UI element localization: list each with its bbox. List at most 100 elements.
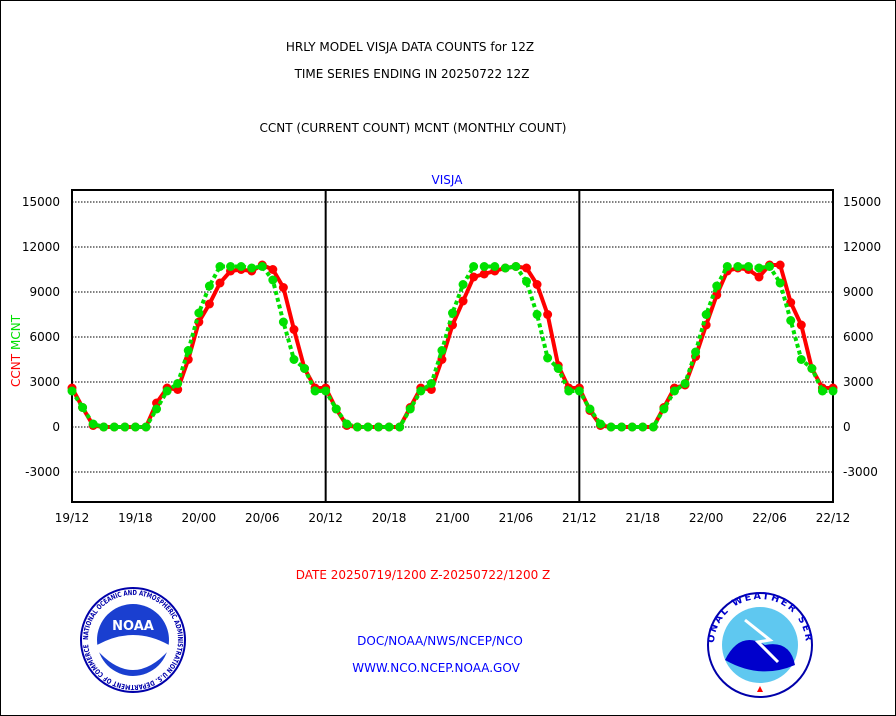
data-point-mcnt <box>543 353 553 363</box>
data-point-mcnt <box>648 422 658 432</box>
ytick-label-right: 9000 <box>843 285 874 299</box>
data-point-mcnt <box>99 422 109 432</box>
data-point-mcnt <box>553 364 563 373</box>
xtick-label: 21/00 <box>435 511 470 525</box>
plot-area: -3000 -3000 0 0 3000 3000 6000 6000 9000 9000 1200… <box>22 189 881 525</box>
data-point-mcnt <box>183 346 193 355</box>
ytick-label-right: 3000 <box>843 375 874 389</box>
data-point-mcnt <box>490 262 500 271</box>
xtick-label: 22/00 <box>689 511 724 525</box>
data-point-mcnt <box>141 422 151 432</box>
data-point-mcnt <box>775 278 785 288</box>
org-line: DOC/NOAA/NWS/NCEP/NCO <box>357 634 523 648</box>
xtick-label: 20/00 <box>182 511 217 525</box>
data-point-mcnt <box>722 262 732 271</box>
data-point-ccnt <box>532 280 542 289</box>
date-range: DATE 20250719/1200 Z-20250722/1200 Z <box>296 568 551 582</box>
data-point-mcnt <box>173 379 183 388</box>
data-point-mcnt <box>669 386 679 396</box>
data-point-mcnt <box>162 386 172 396</box>
data-point-mcnt <box>363 422 373 432</box>
data-point-mcnt <box>109 422 119 432</box>
noaa-logo-text: NOAA <box>112 619 154 634</box>
xtick-label: 19/12 <box>55 511 90 525</box>
subtitle: CCNT (CURRENT COUNT) MCNT (MONTHLY COUNT… <box>259 121 566 135</box>
data-point-mcnt <box>828 386 838 396</box>
xtick-label: 21/18 <box>625 511 660 525</box>
ytick-label-right: -3000 <box>843 465 878 479</box>
data-point-mcnt <box>236 262 246 271</box>
ytick-label-left: 12000 <box>22 240 60 254</box>
data-point-mcnt <box>511 262 521 271</box>
title-line2: TIME SERIES ENDING IN 20250722 12Z <box>294 67 530 81</box>
data-point-ccnt <box>543 310 553 319</box>
ytick-label-left: 6000 <box>29 330 60 344</box>
data-point-mcnt <box>765 262 775 271</box>
data-point-mcnt <box>257 262 267 271</box>
data-point-ccnt <box>204 299 214 309</box>
xtick-label: 20/12 <box>308 511 343 525</box>
data-point-ccnt <box>786 298 796 307</box>
xtick-label: 22/12 <box>816 511 851 525</box>
data-point-mcnt <box>796 355 806 364</box>
plot-border <box>71 189 834 503</box>
data-point-mcnt <box>67 386 77 396</box>
data-point-mcnt <box>564 386 574 396</box>
data-point-mcnt <box>659 404 669 414</box>
data-point-mcnt <box>310 386 320 396</box>
ytick-label-right: 15000 <box>843 195 881 209</box>
data-point-mcnt <box>374 422 384 432</box>
data-point-mcnt <box>595 419 605 429</box>
data-point-ccnt <box>521 263 531 273</box>
xtick-label: 21/06 <box>499 511 534 525</box>
data-point-ccnt <box>775 260 785 270</box>
data-point-mcnt <box>247 263 257 273</box>
data-point-mcnt <box>88 419 98 429</box>
url-link[interactable]: WWW.NCO.NCEP.NOAA.GOV <box>352 661 520 675</box>
data-point-mcnt <box>152 404 162 414</box>
data-point-ccnt <box>289 325 299 334</box>
data-point-mcnt <box>342 419 352 429</box>
data-point-mcnt <box>384 422 394 432</box>
ytick-label-left: 15000 <box>22 195 60 209</box>
data-point-ccnt <box>215 278 225 288</box>
data-point-mcnt <box>691 347 701 357</box>
data-point-mcnt <box>617 422 627 432</box>
data-point-mcnt <box>120 422 130 432</box>
xtick-label: 20/06 <box>245 511 280 525</box>
data-point-mcnt <box>268 275 278 285</box>
data-point-mcnt <box>786 316 796 325</box>
data-point-mcnt <box>300 364 310 373</box>
chart-title: VISJA <box>432 173 464 187</box>
data-point-mcnt <box>479 262 489 271</box>
data-point-mcnt <box>426 379 436 388</box>
data-point-mcnt <box>469 262 479 271</box>
xtick-label: 21/12 <box>562 511 597 525</box>
ylabel-mcnt: MCNT <box>9 314 23 350</box>
title-line1: HRLY MODEL VISJA DATA COUNTS for 12Z <box>286 40 534 54</box>
data-point-mcnt <box>743 262 753 271</box>
noaa-logo: NATIONAL OCEANIC AND ATMOSPHERIC ADMINIS… <box>80 587 186 693</box>
data-point-mcnt <box>606 422 616 432</box>
ytick-label-left: 9000 <box>29 285 60 299</box>
data-point-mcnt <box>395 422 405 432</box>
xtick-label: 19/18 <box>118 511 153 525</box>
data-point-mcnt <box>226 262 236 271</box>
data-point-mcnt <box>701 310 711 319</box>
data-point-mcnt <box>585 404 595 414</box>
ytick-label-right: 0 <box>843 420 851 434</box>
data-point-mcnt <box>321 386 331 396</box>
data-point-ccnt <box>458 296 468 306</box>
xtick-label: 20/18 <box>372 511 407 525</box>
data-point-mcnt <box>733 262 743 271</box>
data-point-mcnt <box>194 308 204 318</box>
data-point-mcnt <box>331 404 341 414</box>
data-point-mcnt <box>437 346 447 355</box>
data-point-ccnt <box>796 320 806 330</box>
data-point-mcnt <box>416 386 426 396</box>
data-point-ccnt <box>469 272 479 282</box>
data-point-mcnt <box>680 379 690 388</box>
ytick-label-right: 12000 <box>843 240 881 254</box>
